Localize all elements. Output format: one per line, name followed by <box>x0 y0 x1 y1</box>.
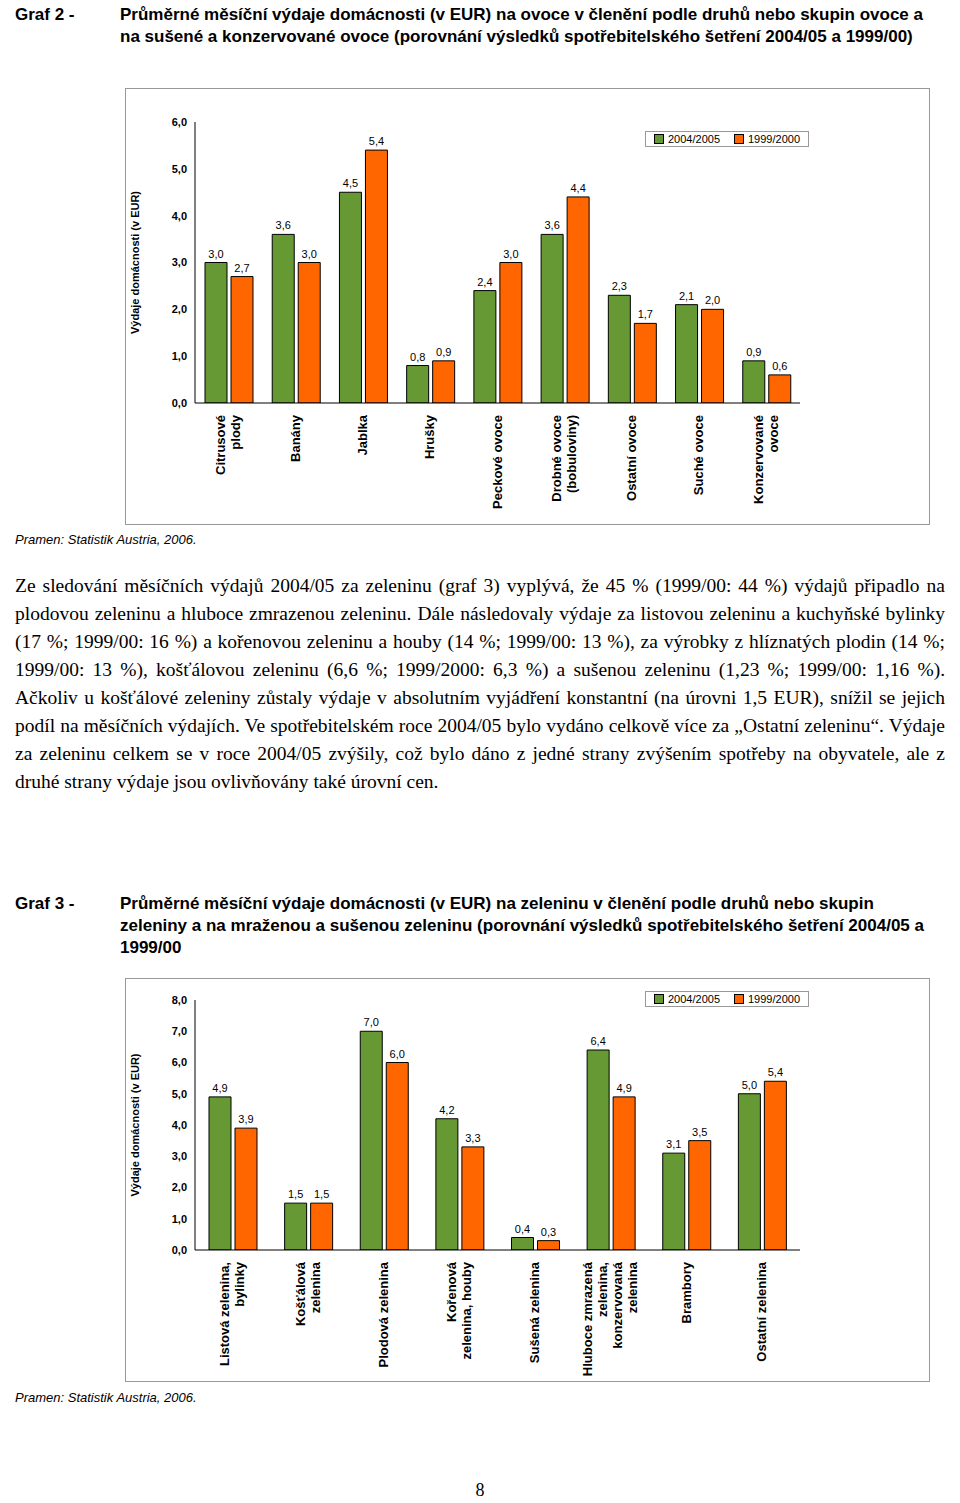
svg-text:2,0: 2,0 <box>705 294 720 306</box>
svg-text:Konzervovanéovoce: Konzervovanéovoce <box>751 415 781 504</box>
svg-text:2,0: 2,0 <box>172 1181 187 1193</box>
svg-text:4,2: 4,2 <box>439 1104 454 1116</box>
svg-text:4,9: 4,9 <box>212 1082 227 1094</box>
svg-text:0,0: 0,0 <box>172 1244 187 1256</box>
html-text:Průměrné měsíční výdaje domácn: Průměrné měsíční výdaje domácnosti (v EU… <box>120 894 924 957</box>
svg-text:4,0: 4,0 <box>172 1119 187 1131</box>
svg-text:6,0: 6,0 <box>390 1048 405 1060</box>
svg-text:5,4: 5,4 <box>369 135 384 147</box>
svg-text:Brambory: Brambory <box>679 1261 694 1323</box>
html-text:Graf 2 -: Graf 2 - <box>15 5 75 24</box>
svg-text:Sušená zelenina: Sušená zelenina <box>527 1261 542 1363</box>
html-text:2004/2005: 2004/2005 <box>668 133 720 145</box>
svg-text:Výdaje domácnosti (v EUR): Výdaje domácnosti (v EUR) <box>129 1053 141 1196</box>
svg-text:Listová zelenina,bylinky: Listová zelenina,bylinky <box>217 1261 247 1366</box>
svg-text:3,3: 3,3 <box>465 1132 480 1144</box>
svg-text:Peckové ovoce: Peckové ovoce <box>490 415 505 509</box>
svg-text:3,6: 3,6 <box>544 219 559 231</box>
svg-text:Citrusovéplody: Citrusovéplody <box>213 414 243 475</box>
svg-text:2,1: 2,1 <box>679 290 694 302</box>
svg-text:1,5: 1,5 <box>288 1188 303 1200</box>
svg-text:7,0: 7,0 <box>172 1025 187 1037</box>
svg-text:4,0: 4,0 <box>172 210 187 222</box>
svg-text:3,1: 3,1 <box>666 1138 681 1150</box>
svg-text:Ostatní zelenina: Ostatní zelenina <box>754 1261 769 1361</box>
html-text:8: 8 <box>475 1480 485 1500</box>
svg-text:Ostatní ovoce: Ostatní ovoce <box>624 415 639 501</box>
svg-text:2,4: 2,4 <box>477 276 492 288</box>
html-text:Pramen: Statistik Austria, 200: Pramen: Statistik Austria, 2006. <box>15 532 197 547</box>
svg-text:3,5: 3,5 <box>692 1126 707 1138</box>
html-text:Graf 3 -: Graf 3 - <box>15 894 75 913</box>
svg-text:8,0: 8,0 <box>172 994 187 1006</box>
svg-text:4,9: 4,9 <box>616 1082 631 1094</box>
svg-text:5,0: 5,0 <box>172 1088 187 1100</box>
svg-text:0,3: 0,3 <box>541 1226 556 1238</box>
svg-text:2,0: 2,0 <box>172 303 187 315</box>
html-text:2004/2005: 2004/2005 <box>668 993 720 1005</box>
svg-text:4,5: 4,5 <box>343 177 358 189</box>
svg-text:0,6: 0,6 <box>772 360 787 372</box>
svg-text:Plodová zelenina: Plodová zelenina <box>376 1261 391 1367</box>
svg-text:1,0: 1,0 <box>172 350 187 362</box>
svg-text:2,7: 2,7 <box>234 262 249 274</box>
html-text:1999/2000: 1999/2000 <box>748 133 800 145</box>
svg-text:0,0: 0,0 <box>172 397 187 409</box>
svg-text:Hrušky: Hrušky <box>422 414 437 459</box>
html-text:Průměrné měsíční výdaje domácn: Průměrné měsíční výdaje domácnosti (v EU… <box>120 5 923 46</box>
svg-text:Hluboce zmrazenázelenina,konze: Hluboce zmrazenázelenina,konzervovanázel… <box>580 1261 640 1376</box>
svg-text:4,4: 4,4 <box>570 182 585 194</box>
svg-text:Košťálovázelenina: Košťálovázelenina <box>293 1261 323 1326</box>
svg-text:3,0: 3,0 <box>172 1150 187 1162</box>
svg-text:1,5: 1,5 <box>314 1188 329 1200</box>
svg-text:3,0: 3,0 <box>172 256 187 268</box>
svg-text:Kořenovázelenina, houby: Kořenovázelenina, houby <box>444 1261 474 1359</box>
svg-text:2,3: 2,3 <box>612 280 627 292</box>
svg-text:3,0: 3,0 <box>503 248 518 260</box>
html-text:1999/2000: 1999/2000 <box>748 993 800 1005</box>
html-text:Ze sledování měsíčních výdajů: Ze sledování měsíčních výdajů 2004/05 za… <box>15 575 945 792</box>
html-text:Pramen: Statistik Austria, 200: Pramen: Statistik Austria, 2006. <box>15 1390 197 1405</box>
svg-text:Suché ovoce: Suché ovoce <box>691 415 706 495</box>
svg-text:0,4: 0,4 <box>515 1223 530 1235</box>
svg-text:5,0: 5,0 <box>172 163 187 175</box>
svg-text:0,9: 0,9 <box>436 346 451 358</box>
svg-text:0,8: 0,8 <box>410 351 425 363</box>
svg-text:6,0: 6,0 <box>172 1056 187 1068</box>
svg-text:7,0: 7,0 <box>364 1016 379 1028</box>
svg-text:Výdaje domácnosti (v EUR): Výdaje domácnosti (v EUR) <box>129 191 141 334</box>
svg-text:0,9: 0,9 <box>746 346 761 358</box>
svg-text:Banány: Banány <box>288 414 303 462</box>
svg-text:3,0: 3,0 <box>302 248 317 260</box>
svg-text:5,0: 5,0 <box>742 1079 757 1091</box>
svg-text:1,7: 1,7 <box>638 308 653 320</box>
svg-text:6,4: 6,4 <box>590 1035 605 1047</box>
svg-text:Drobné ovoce(bobuloviny): Drobné ovoce(bobuloviny) <box>549 415 579 502</box>
svg-text:5,4: 5,4 <box>768 1066 783 1078</box>
svg-text:1,0: 1,0 <box>172 1213 187 1225</box>
svg-text:3,6: 3,6 <box>276 219 291 231</box>
svg-text:3,9: 3,9 <box>238 1113 253 1125</box>
svg-text:6,0: 6,0 <box>172 116 187 128</box>
svg-text:3,0: 3,0 <box>208 248 223 260</box>
svg-text:Jablka: Jablka <box>355 414 370 455</box>
